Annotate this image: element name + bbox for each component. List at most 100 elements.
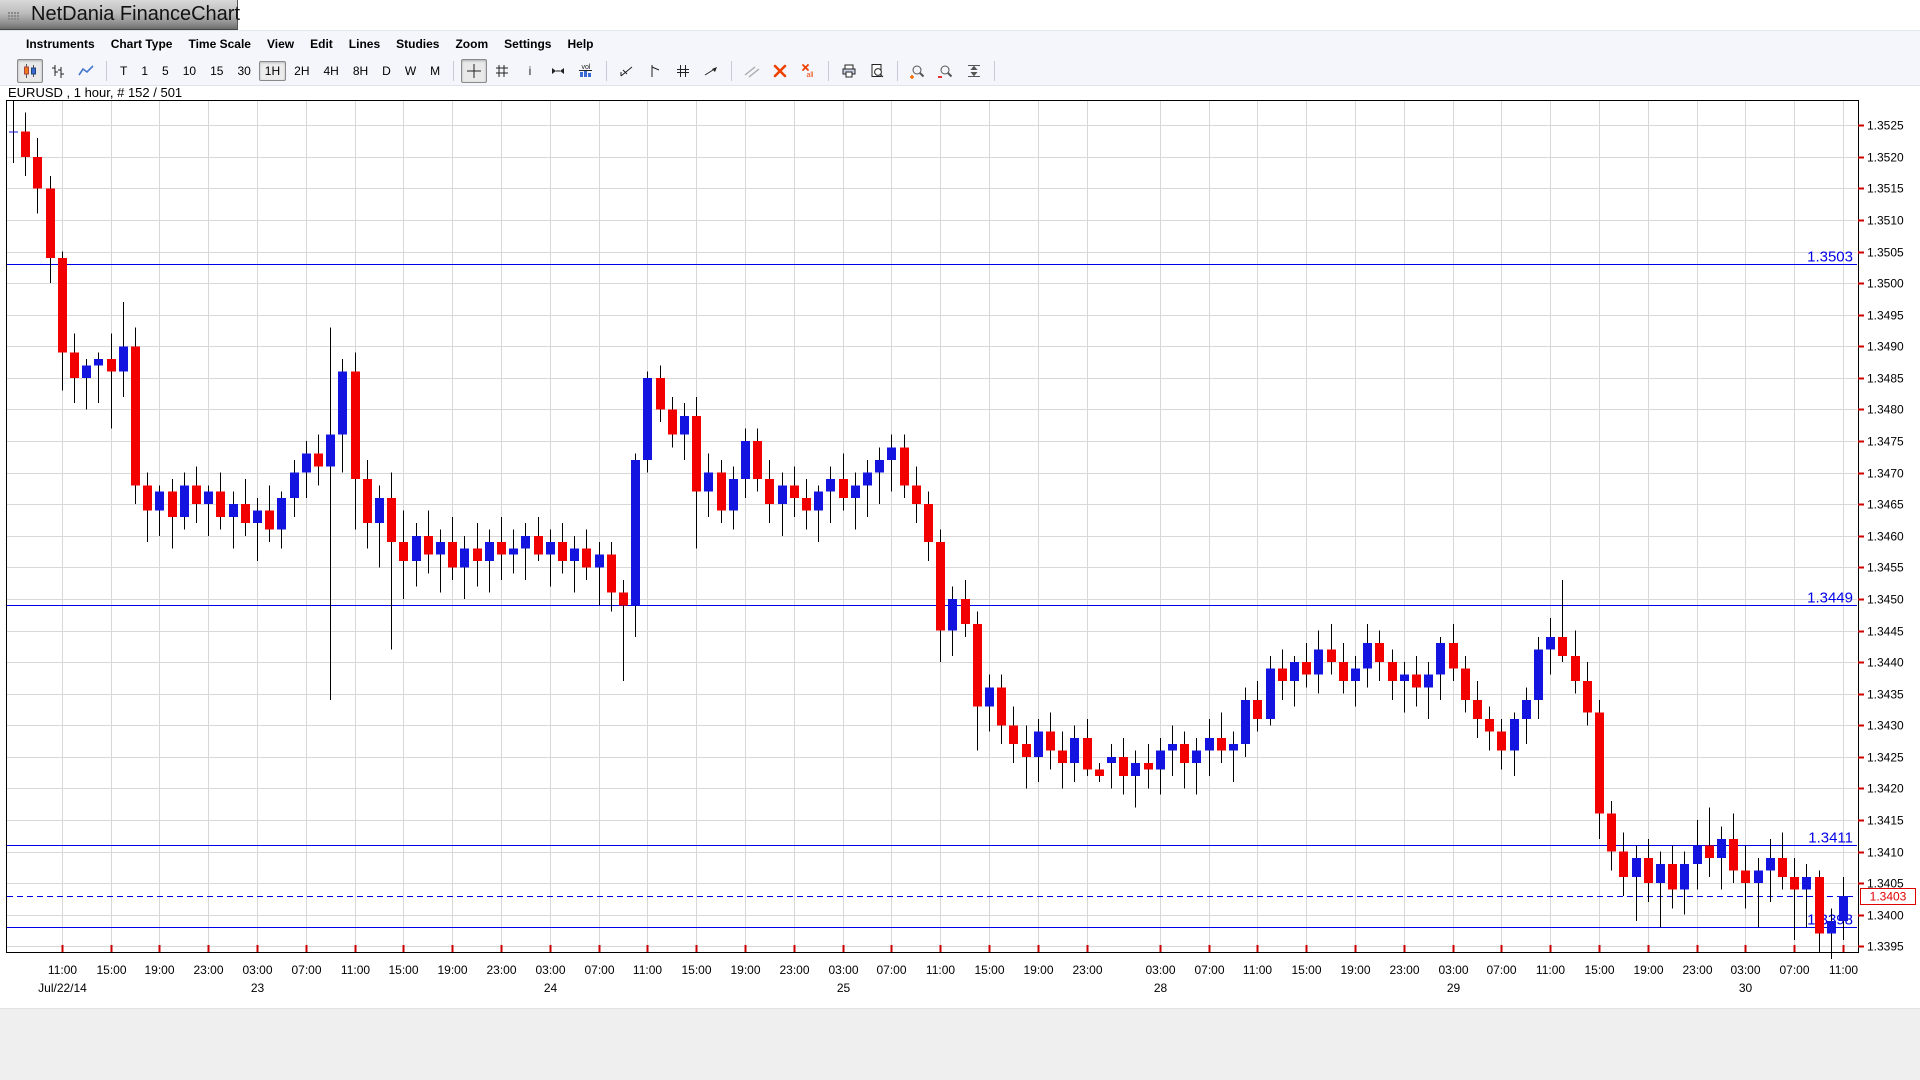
candle-body	[1827, 921, 1836, 934]
candle-body	[924, 504, 933, 543]
candle-body	[1339, 662, 1348, 682]
time-axis-label: 03:00	[1438, 963, 1468, 977]
candle-body	[802, 497, 811, 511]
timeframe-1h[interactable]: 1H	[258, 60, 287, 81]
time-axis-label: 23:00	[1389, 963, 1419, 977]
menu-item-lines[interactable]: Lines	[348, 36, 381, 51]
menu-item-settings[interactable]: Settings	[504, 36, 552, 51]
price-axis-label: 1.3395	[1867, 940, 1904, 954]
candle-body	[534, 535, 543, 555]
timeframe-5[interactable]: 5	[162, 63, 169, 78]
chart-plot-area[interactable]	[6, 100, 1858, 952]
menu-item-edit[interactable]: Edit	[310, 36, 333, 51]
candle-body	[814, 491, 823, 511]
ray-arrow-button[interactable]	[698, 59, 724, 83]
fit-vertical-button[interactable]	[961, 59, 987, 83]
candle-body	[1436, 643, 1445, 675]
price-axis[interactable]	[1858, 100, 1920, 952]
crosshair-button[interactable]	[461, 58, 488, 83]
time-axis-label: 07:00	[1194, 963, 1224, 977]
print-button[interactable]	[836, 59, 862, 83]
timeframe-4h[interactable]: 4H	[323, 63, 339, 78]
zoom-out-button[interactable]	[933, 59, 959, 83]
angled-lines-button[interactable]	[739, 59, 765, 83]
chart-symbol-label: EURUSD , 1 hour, # 152 / 501	[8, 86, 182, 100]
price-line-label: 1.3449	[1807, 590, 1853, 607]
candlestick-chart-icon	[24, 63, 36, 78]
candle-body	[180, 485, 189, 517]
time-axis[interactable]	[6, 952, 1858, 992]
menu-item-view[interactable]: View	[266, 36, 295, 51]
candle-body	[509, 548, 518, 555]
time-axis-label: 11:00	[633, 963, 662, 977]
timeframe-2h[interactable]: 2H	[294, 63, 310, 78]
candle-body	[985, 687, 994, 707]
price-axis-label: 1.3505	[1867, 246, 1904, 260]
time-axis-label: 11:00	[48, 963, 77, 977]
timeframe-m[interactable]: M	[430, 63, 441, 78]
timeframe-t[interactable]: T	[120, 63, 128, 78]
menu-item-zoom[interactable]: Zoom	[455, 36, 489, 51]
candle-body	[521, 535, 530, 549]
price-chart: EURUSD , 1 hour, # 152 / 501 1.3395 1.3400…	[0, 85, 1920, 1008]
info-button[interactable]: i	[517, 59, 543, 83]
grid-button[interactable]	[489, 59, 515, 83]
candle-body	[1266, 668, 1275, 719]
timeframe-10[interactable]: 10	[182, 63, 197, 78]
time-axis-label: 03:00	[828, 963, 858, 977]
vertical-line-icon	[651, 64, 660, 77]
candle-body	[1314, 649, 1323, 675]
candle-body	[1449, 643, 1458, 669]
candle-body	[1119, 756, 1128, 776]
time-axis-label: 11:00	[1243, 963, 1272, 977]
volume-button[interactable]: vol	[573, 59, 599, 83]
candle-body	[875, 460, 884, 473]
zoom-in-button[interactable]	[905, 59, 931, 83]
bar-chart-button[interactable]	[45, 59, 71, 83]
candle-body	[595, 554, 604, 568]
time-axis-label: 07:00	[584, 963, 614, 977]
time-axis-label: 11:00	[1829, 963, 1858, 977]
time-axis-label: 19:00	[144, 963, 174, 977]
timeframe-15[interactable]: 15	[210, 63, 224, 78]
menu-item-chart-type[interactable]: Chart Type	[110, 36, 173, 51]
candle-body	[1278, 668, 1287, 682]
delete-all-lines-button[interactable]: all	[795, 59, 821, 83]
candle-body	[1522, 700, 1531, 719]
menu-item-time-scale[interactable]: Time Scale	[188, 36, 251, 51]
candle-body	[1022, 744, 1031, 757]
timeframe-d[interactable]: D	[382, 63, 391, 78]
menu-item-help[interactable]: Help	[567, 36, 594, 51]
price-axis-label: 1.3430	[1867, 719, 1904, 733]
timeframe-30[interactable]: 30	[237, 63, 251, 78]
print-preview-button[interactable]	[864, 59, 890, 83]
menu-item-instruments[interactable]: Instruments	[26, 36, 95, 51]
trend-line-button[interactable]	[614, 59, 640, 83]
delete-line-button[interactable]	[767, 59, 793, 83]
time-axis-label: 19:00	[1023, 963, 1053, 977]
menu-item-studies[interactable]: Studies	[396, 36, 440, 51]
timeframe-w[interactable]: W	[404, 63, 417, 78]
delete-all-lines-icon: all	[802, 63, 814, 79]
candle-body	[375, 497, 384, 524]
candle-body	[570, 548, 579, 562]
timeframe-8h[interactable]: 8H	[352, 63, 369, 78]
candle-body	[1717, 838, 1726, 858]
time-axis-label: 03:00	[1145, 963, 1175, 977]
time-axis-label: 11:00	[926, 963, 955, 977]
line-chart-button[interactable]	[73, 59, 99, 83]
candle-body	[1632, 857, 1641, 877]
last-price-label: 1.3403	[1870, 890, 1907, 904]
candle-body	[46, 188, 55, 258]
candle-body	[656, 377, 665, 410]
price-axis-label: 1.3480	[1867, 403, 1904, 417]
scroll-horizontal-button[interactable]	[545, 59, 571, 83]
window-title-tab[interactable]: NetDania FinanceChart	[0, 0, 240, 30]
candlestick-chart-button[interactable]	[17, 58, 43, 83]
timeframe-1[interactable]: 1	[141, 63, 149, 78]
vertical-line-button[interactable]	[642, 59, 668, 83]
time-axis-label: 03:00	[535, 963, 565, 977]
candle-body	[1046, 731, 1055, 751]
candle-body	[399, 542, 408, 562]
parallel-channel-button[interactable]	[670, 59, 696, 83]
